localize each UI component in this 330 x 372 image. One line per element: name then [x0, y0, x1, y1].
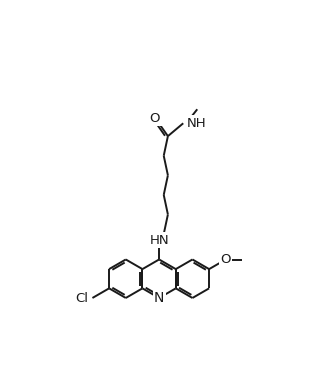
Text: O: O — [220, 253, 231, 266]
Text: N: N — [154, 291, 164, 305]
Text: HN: HN — [149, 234, 169, 247]
Text: O: O — [149, 112, 160, 125]
Text: NH: NH — [186, 117, 206, 130]
Text: Cl: Cl — [76, 292, 88, 305]
